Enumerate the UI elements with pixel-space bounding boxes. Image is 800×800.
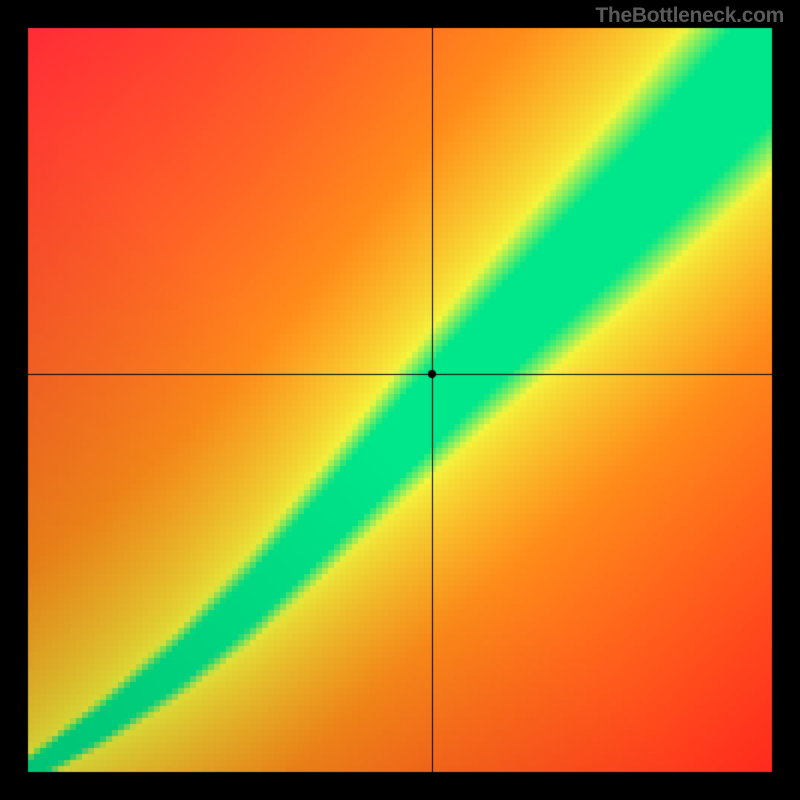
watermark-text: TheBottleneck.com	[595, 4, 784, 28]
chart-container: TheBottleneck.com	[0, 0, 800, 800]
bottleneck-heatmap	[0, 0, 800, 800]
